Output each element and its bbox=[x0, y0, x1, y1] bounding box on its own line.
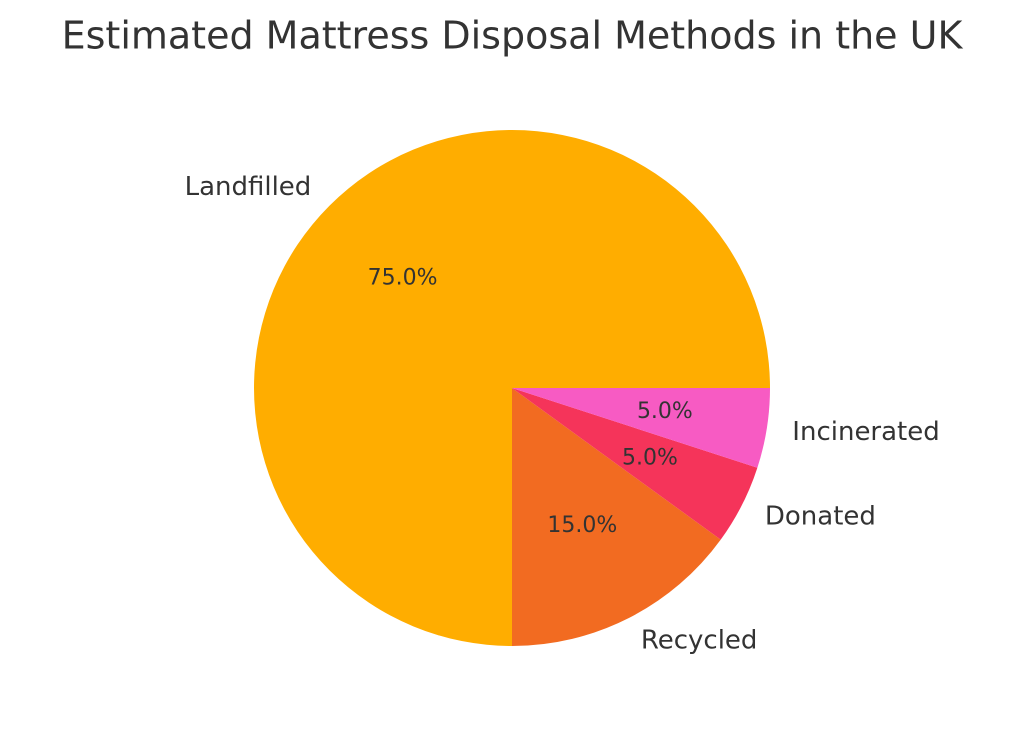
chart-title: Estimated Mattress Disposal Methods in t… bbox=[62, 14, 964, 58]
slice-percent: 5.0% bbox=[637, 399, 693, 424]
pie-slice bbox=[512, 388, 758, 540]
pie-slice bbox=[512, 388, 721, 646]
slice-label: Recycled bbox=[641, 625, 758, 655]
slice-label: Donated bbox=[765, 501, 876, 531]
slice-percent: 5.0% bbox=[622, 445, 678, 470]
slice-label: Incinerated bbox=[792, 417, 939, 447]
slice-percent: 75.0% bbox=[368, 266, 438, 291]
slice-percent: 15.0% bbox=[547, 513, 617, 538]
slice-label: Landfilled bbox=[185, 172, 312, 202]
pie-slice bbox=[512, 388, 770, 468]
